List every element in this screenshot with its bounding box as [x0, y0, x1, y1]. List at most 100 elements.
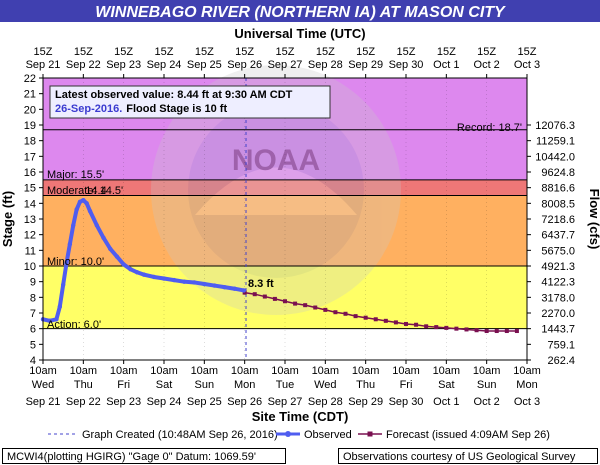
flow-tick-label-14: 11259.1 — [536, 136, 575, 148]
zone-3 — [43, 195, 527, 266]
observed-point-14 — [101, 235, 106, 240]
site-tick-day-12: Mon — [516, 379, 537, 391]
flow-tick-label-4: 3178.0 — [541, 292, 575, 304]
utc-tick-date-0: Sep 21 — [26, 59, 61, 71]
forecast-point-22 — [464, 327, 469, 332]
utc-tick-time-12: 15Z — [518, 46, 537, 58]
site-tick-date-10: Oct 1 — [433, 396, 459, 408]
utc-tick-date-11: Oct 2 — [474, 59, 500, 71]
stage-tick-label-16: 20 — [24, 104, 36, 116]
utc-tick-date-1: Sep 22 — [66, 59, 101, 71]
latest-value-label: 8.3 ft — [248, 278, 274, 290]
observed-point-19 — [134, 270, 140, 275]
utc-tick-time-4: 15Z — [195, 46, 214, 58]
stage-tick-label-13: 17 — [24, 151, 36, 163]
flow-tick-label-7: 5675.0 — [541, 245, 575, 257]
site-tick-date-2: Sep 23 — [106, 396, 141, 408]
utc-tick-date-4: Sep 25 — [187, 59, 222, 71]
legend-observed: Observed — [304, 429, 352, 441]
forecast-point-10 — [343, 311, 348, 316]
observed-point-28 — [222, 284, 227, 290]
stage-axis: 4 5 6 7 8 9 10 11 12 13 14 15 16 17 18 19 20 21 22 — [24, 73, 43, 367]
site-tick-date-3: Sep 24 — [147, 396, 182, 408]
utc-tick-date-5: Sep 26 — [227, 59, 262, 71]
flow-tick-label-9: 7218.6 — [541, 214, 575, 226]
forecast-point-7 — [313, 305, 318, 310]
flow-tick-label-1: 759.1 — [547, 339, 575, 351]
zone-2 — [43, 179, 527, 196]
legend-forecast: Forecast (issued 4:09AM Sep 26) — [386, 429, 550, 441]
observed-point-20 — [141, 272, 147, 277]
utc-tick-time-9: 15Z — [397, 46, 416, 58]
observed-point-27 — [212, 283, 217, 288]
site-tick-time-8: 10am — [352, 365, 380, 377]
utc-tick-time-3: 15Z — [155, 46, 174, 58]
stage-tick-label-2: 6 — [30, 324, 36, 336]
flow-tick-label-13: 10442.0 — [535, 151, 575, 163]
chart-title: WINNEBAGO RIVER (NORTHERN IA) AT MASON C… — [95, 4, 506, 21]
site-tick-time-12: 10am — [513, 365, 541, 377]
observed-point-21 — [151, 274, 157, 280]
observed-point-5 — [64, 260, 69, 266]
forecast-line — [244, 291, 517, 332]
site-tick-day-9: Fri — [400, 379, 413, 391]
utc-tick-time-6: 15Z — [276, 46, 295, 58]
left-axis-title: Stage (ft) — [0, 191, 15, 247]
zone-1 — [43, 129, 527, 180]
utc-tick-time-5: 15Z — [235, 46, 254, 58]
forecast-point-16 — [404, 321, 408, 326]
site-tick-day-1: Thu — [74, 379, 93, 391]
legend-observed-marker — [285, 431, 291, 437]
stage-tick-label-9: 13 — [24, 214, 36, 226]
site-tick-day-7: Wed — [314, 379, 336, 391]
observed-point-9 — [77, 199, 83, 204]
info-box: Latest observed value: 8.44 ft at 9:30 A… — [49, 85, 331, 119]
flow-tick-label-3: 2270.0 — [541, 308, 575, 320]
observed-point-3 — [57, 304, 63, 309]
site-tick-date-0: Sep 21 — [26, 396, 61, 408]
forecast-point-14 — [383, 318, 388, 323]
forecast-point-12 — [363, 315, 368, 320]
stage-tick-label-8: 12 — [24, 230, 36, 242]
forecast-point-6 — [303, 303, 308, 308]
flow-tick-label-10: 8008.5 — [541, 198, 575, 210]
site-tick-time-11: 10am — [473, 365, 501, 377]
site-tick-time-6: 10am — [271, 365, 299, 377]
utc-tick-date-12: Oct 3 — [514, 59, 540, 71]
site-tick-date-5: Sep 26 — [227, 396, 262, 408]
utc-tick-date-6: Sep 27 — [268, 59, 303, 71]
observed-point-15 — [108, 246, 113, 251]
site-tick-time-4: 10am — [191, 365, 219, 377]
utc-tick-date-2: Sep 23 — [106, 59, 141, 71]
utc-tick-time-1: 15Z — [74, 46, 93, 58]
forecast-point-13 — [373, 317, 378, 322]
utc-tick-date-9: Sep 30 — [389, 59, 424, 71]
bottom-axis-title: Site Time (CDT) — [252, 409, 349, 424]
site-tick-date-1: Sep 22 — [66, 396, 101, 408]
site-tick-date-11: Oct 2 — [474, 396, 500, 408]
observed-point-8 — [74, 207, 79, 212]
stage-tick-label-12: 16 — [24, 167, 36, 179]
flow-tick-label-11: 8816.6 — [541, 183, 575, 195]
site-tick-day-4: Sun — [195, 379, 215, 391]
observed-series — [40, 198, 247, 324]
forecast-point-21 — [454, 326, 459, 331]
observed-point-10 — [81, 198, 86, 203]
forecast-point-11 — [353, 314, 358, 319]
forecast-point-2 — [262, 294, 267, 299]
observed-point-29 — [232, 286, 237, 291]
observed-point-22 — [161, 276, 167, 281]
stage-tick-label-11: 15 — [24, 183, 36, 195]
stage-tick-label-7: 11 — [25, 245, 36, 257]
site-tick-day-3: Sat — [156, 379, 173, 391]
stage-tick-label-4: 8 — [30, 292, 36, 304]
observed-point-23 — [171, 277, 177, 283]
site-tick-date-4: Sep 25 — [187, 396, 222, 408]
legend: Graph Created (10:48AM Sep 26, 2016) Obs… — [48, 429, 550, 441]
utc-tick-time-11: 15Z — [477, 46, 496, 58]
flow-tick-label-5: 4122.3 — [541, 277, 575, 289]
zone-5 — [43, 328, 527, 360]
zone-4 — [43, 266, 527, 329]
forecast-point-4 — [283, 299, 287, 304]
